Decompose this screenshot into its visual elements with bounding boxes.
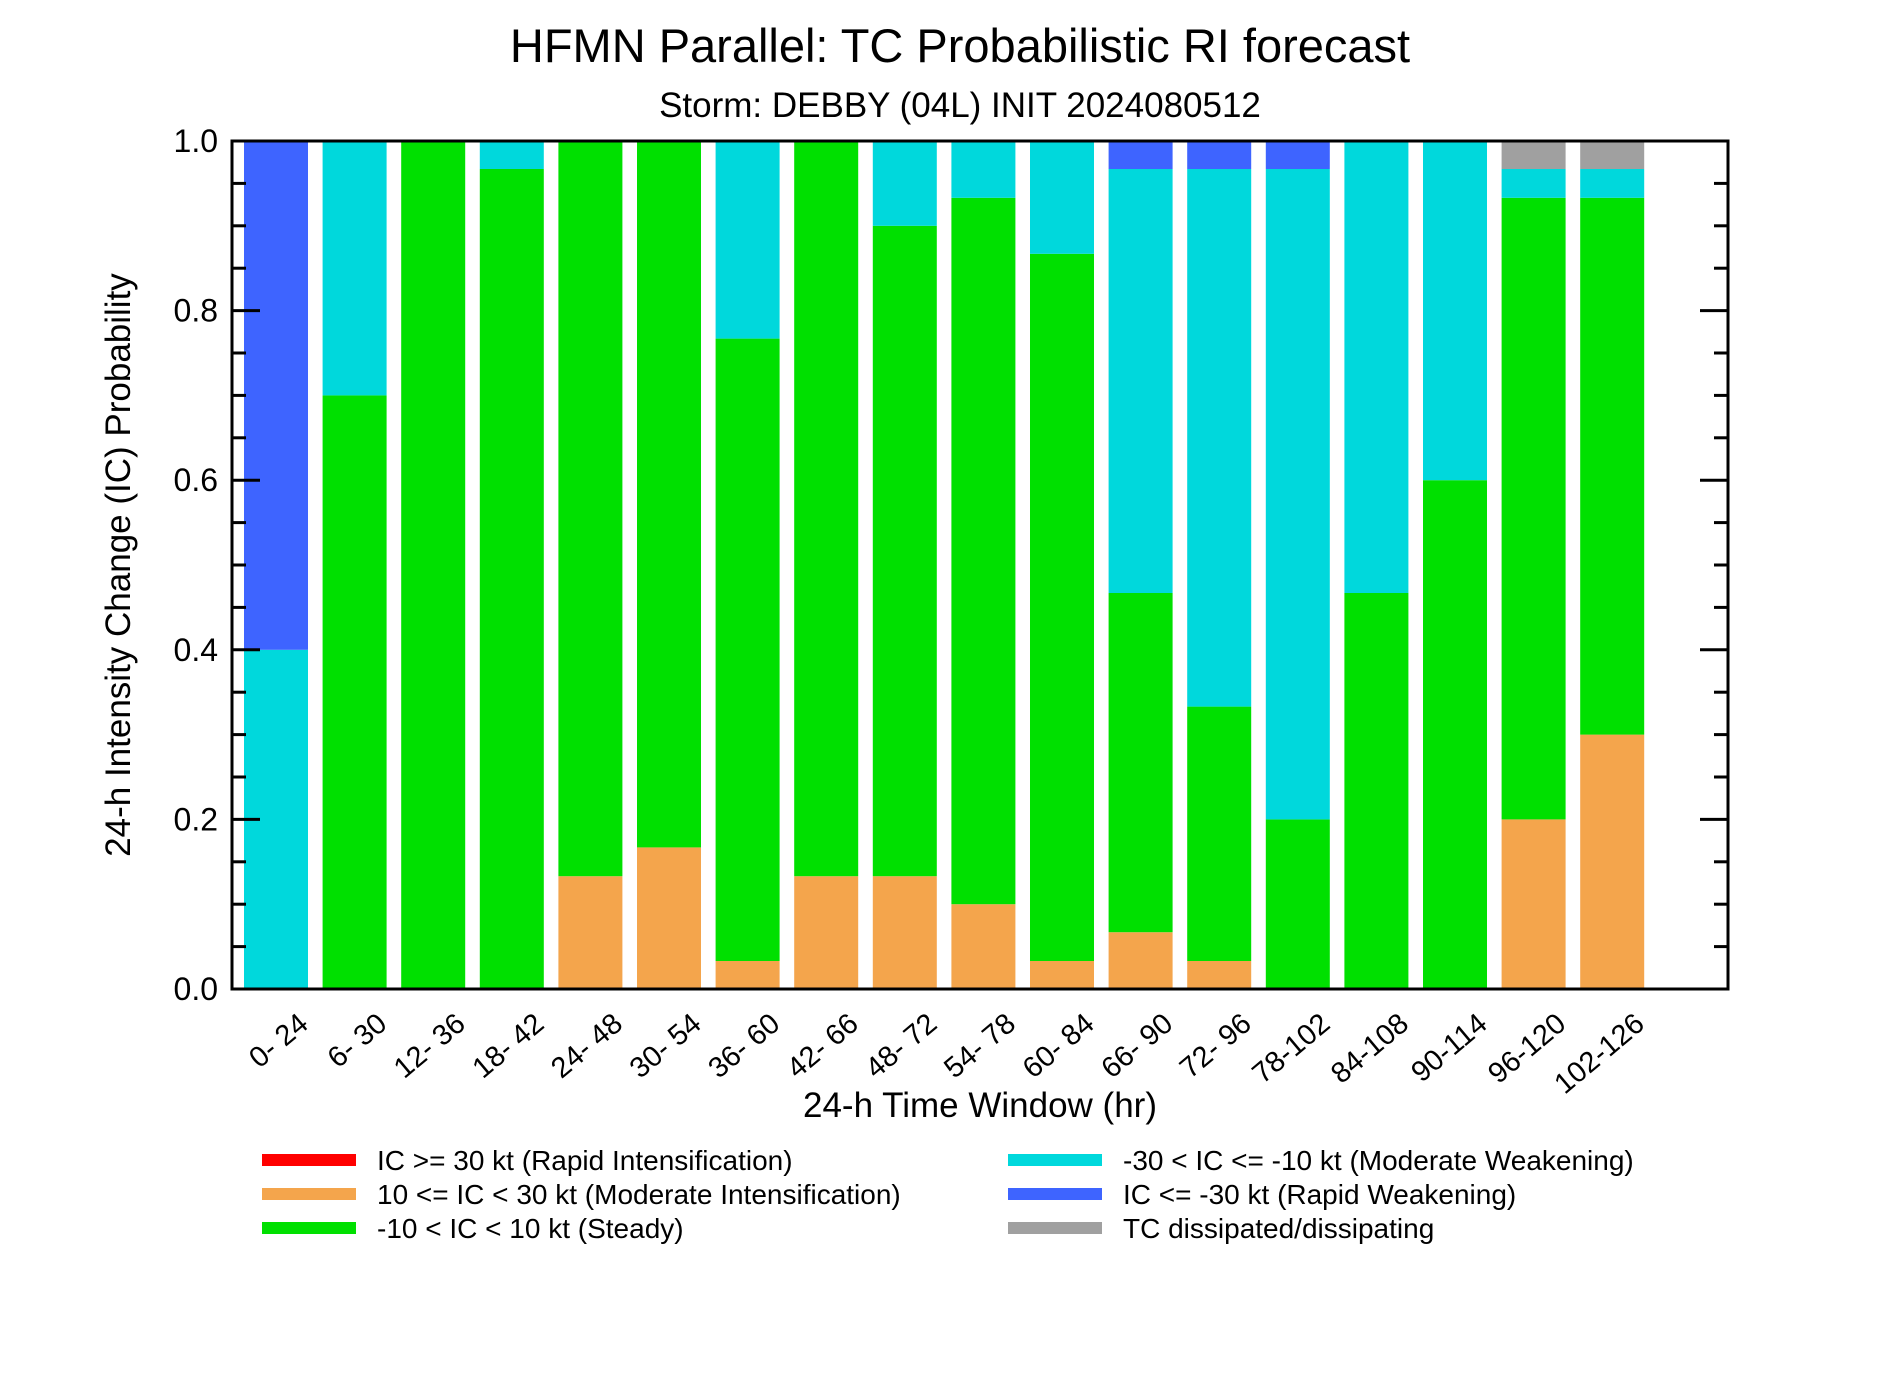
bar-segment-1-series-5 xyxy=(244,141,308,650)
bar-segment-12-series-2 xyxy=(1108,932,1173,989)
x-tick-label: 42- 66 xyxy=(781,1008,865,1085)
bar-segment-18-series-4 xyxy=(1580,169,1645,198)
x-tick-label: 24- 48 xyxy=(545,1008,629,1085)
y-tick-label: 0.8 xyxy=(174,293,218,329)
bar-segment-17-series-3 xyxy=(1501,197,1566,820)
bar-segment-7-series-3 xyxy=(715,338,780,962)
legend: IC >= 30 kt (Rapid Intensification)10 <=… xyxy=(262,1145,1634,1244)
bar-segment-2-series-3 xyxy=(322,395,387,989)
x-tick-label: 102-126 xyxy=(1549,1008,1651,1101)
y-tick-label: 0.0 xyxy=(174,971,218,1007)
y-tick-label: 1.0 xyxy=(174,123,218,159)
y-tick-label: 0.6 xyxy=(174,462,218,498)
bar-segment-10-series-4 xyxy=(951,141,1016,198)
bar-segment-7-series-4 xyxy=(715,141,780,339)
bar-segment-12-series-5 xyxy=(1108,141,1173,169)
legend-label-2: 10 <= IC < 30 kt (Moderate Intensificati… xyxy=(377,1179,901,1210)
bar-segment-13-series-2 xyxy=(1187,961,1252,989)
bar-segment-7-series-2 xyxy=(715,961,780,989)
y-tick-label: 0.2 xyxy=(174,801,218,837)
bar-segment-5-series-2 xyxy=(558,876,623,989)
bar-segment-15-series-4 xyxy=(1344,141,1409,593)
bar-segment-3-series-3 xyxy=(401,141,466,989)
x-tick-label: 6- 30 xyxy=(322,1008,393,1075)
legend-swatch-5 xyxy=(1008,1188,1102,1200)
bar-segment-17-series-2 xyxy=(1501,819,1566,989)
legend-swatch-3 xyxy=(262,1222,356,1234)
x-tick-label: 18- 42 xyxy=(467,1008,551,1085)
bar-segment-10-series-2 xyxy=(951,904,1016,989)
x-tick-label: 12- 36 xyxy=(388,1008,472,1085)
bar-segment-18-series-3 xyxy=(1580,197,1645,735)
x-tick-label: 48- 72 xyxy=(860,1008,944,1085)
bar-segment-11-series-2 xyxy=(1030,961,1094,989)
bar-segment-12-series-3 xyxy=(1108,593,1173,933)
legend-label-6: TC dissipated/dissipating xyxy=(1123,1213,1434,1244)
bar-segment-18-series-2 xyxy=(1580,734,1645,989)
bar-segment-14-series-5 xyxy=(1265,141,1330,169)
bar-segment-6-series-3 xyxy=(637,141,701,848)
bar-segment-9-series-2 xyxy=(872,876,937,989)
y-axis: 0.0 0.2 0.4 0.6 0.8 1.0 xyxy=(174,123,1728,1007)
bar-segment-16-series-4 xyxy=(1423,141,1487,481)
x-tick-label: 0- 24 xyxy=(243,1008,314,1075)
bar-segment-10-series-3 xyxy=(951,197,1016,905)
bar-segment-6-series-2 xyxy=(637,847,701,989)
legend-swatch-2 xyxy=(262,1188,356,1200)
x-tick-label: 84-108 xyxy=(1325,1008,1415,1091)
bar-segment-9-series-3 xyxy=(872,225,937,877)
chart-title: HFMN Parallel: TC Probabilistic RI forec… xyxy=(510,19,1410,72)
bar-segment-13-series-3 xyxy=(1187,706,1252,961)
bar-segment-8-series-2 xyxy=(794,876,859,989)
bar-segment-12-series-4 xyxy=(1108,169,1173,593)
bar-segment-17-series-6 xyxy=(1501,141,1566,169)
legend-label-5: IC <= -30 kt (Rapid Weakening) xyxy=(1123,1179,1516,1210)
bar-segment-9-series-4 xyxy=(872,141,937,226)
bar-segment-5-series-3 xyxy=(558,141,623,877)
legend-swatch-6 xyxy=(1008,1222,1102,1234)
legend-swatch-1 xyxy=(262,1154,356,1166)
bar-segment-15-series-3 xyxy=(1344,593,1409,989)
legend-swatch-4 xyxy=(1008,1154,1102,1166)
bar-segment-13-series-4 xyxy=(1187,169,1252,707)
bar-segment-8-series-3 xyxy=(794,141,859,877)
bar-segment-2-series-4 xyxy=(322,141,387,396)
bar-segment-4-series-4 xyxy=(479,141,544,169)
bar-segment-11-series-4 xyxy=(1030,141,1094,254)
legend-label-4: -30 < IC <= -10 kt (Moderate Weakening) xyxy=(1123,1145,1634,1176)
bar-segment-16-series-3 xyxy=(1423,480,1487,989)
bar-segment-14-series-4 xyxy=(1265,169,1330,820)
legend-label-3: -10 < IC < 10 kt (Steady) xyxy=(377,1213,684,1244)
chart-subtitle: Storm: DEBBY (04L) INIT 2024080512 xyxy=(659,86,1261,125)
x-tick-label: 90-114 xyxy=(1405,1008,1493,1089)
bar-segment-13-series-5 xyxy=(1187,141,1252,169)
y-tick-label: 0.4 xyxy=(174,632,218,668)
x-tick-label: 30- 54 xyxy=(624,1008,708,1085)
bar-segment-4-series-3 xyxy=(479,169,544,989)
legend-label-1: IC >= 30 kt (Rapid Intensification) xyxy=(377,1145,793,1176)
x-tick-label: 54- 78 xyxy=(938,1008,1022,1085)
x-tick-label: 36- 60 xyxy=(703,1008,787,1085)
x-axis-title: 24-h Time Window (hr) xyxy=(803,1086,1157,1125)
bar-segment-17-series-4 xyxy=(1501,169,1566,198)
x-tick-label: 72- 96 xyxy=(1174,1008,1258,1085)
x-tick-label: 78-102 xyxy=(1247,1008,1337,1091)
bars-group xyxy=(244,141,1645,989)
bar-segment-11-series-3 xyxy=(1030,253,1094,962)
x-tick-label: 66- 90 xyxy=(1096,1008,1180,1085)
bar-segment-18-series-6 xyxy=(1580,141,1645,169)
x-tick-label: 60- 84 xyxy=(1017,1008,1101,1085)
bar-segment-14-series-3 xyxy=(1265,819,1330,989)
y-axis-title: 24-h Intensity Change (IC) Probability xyxy=(99,273,138,857)
